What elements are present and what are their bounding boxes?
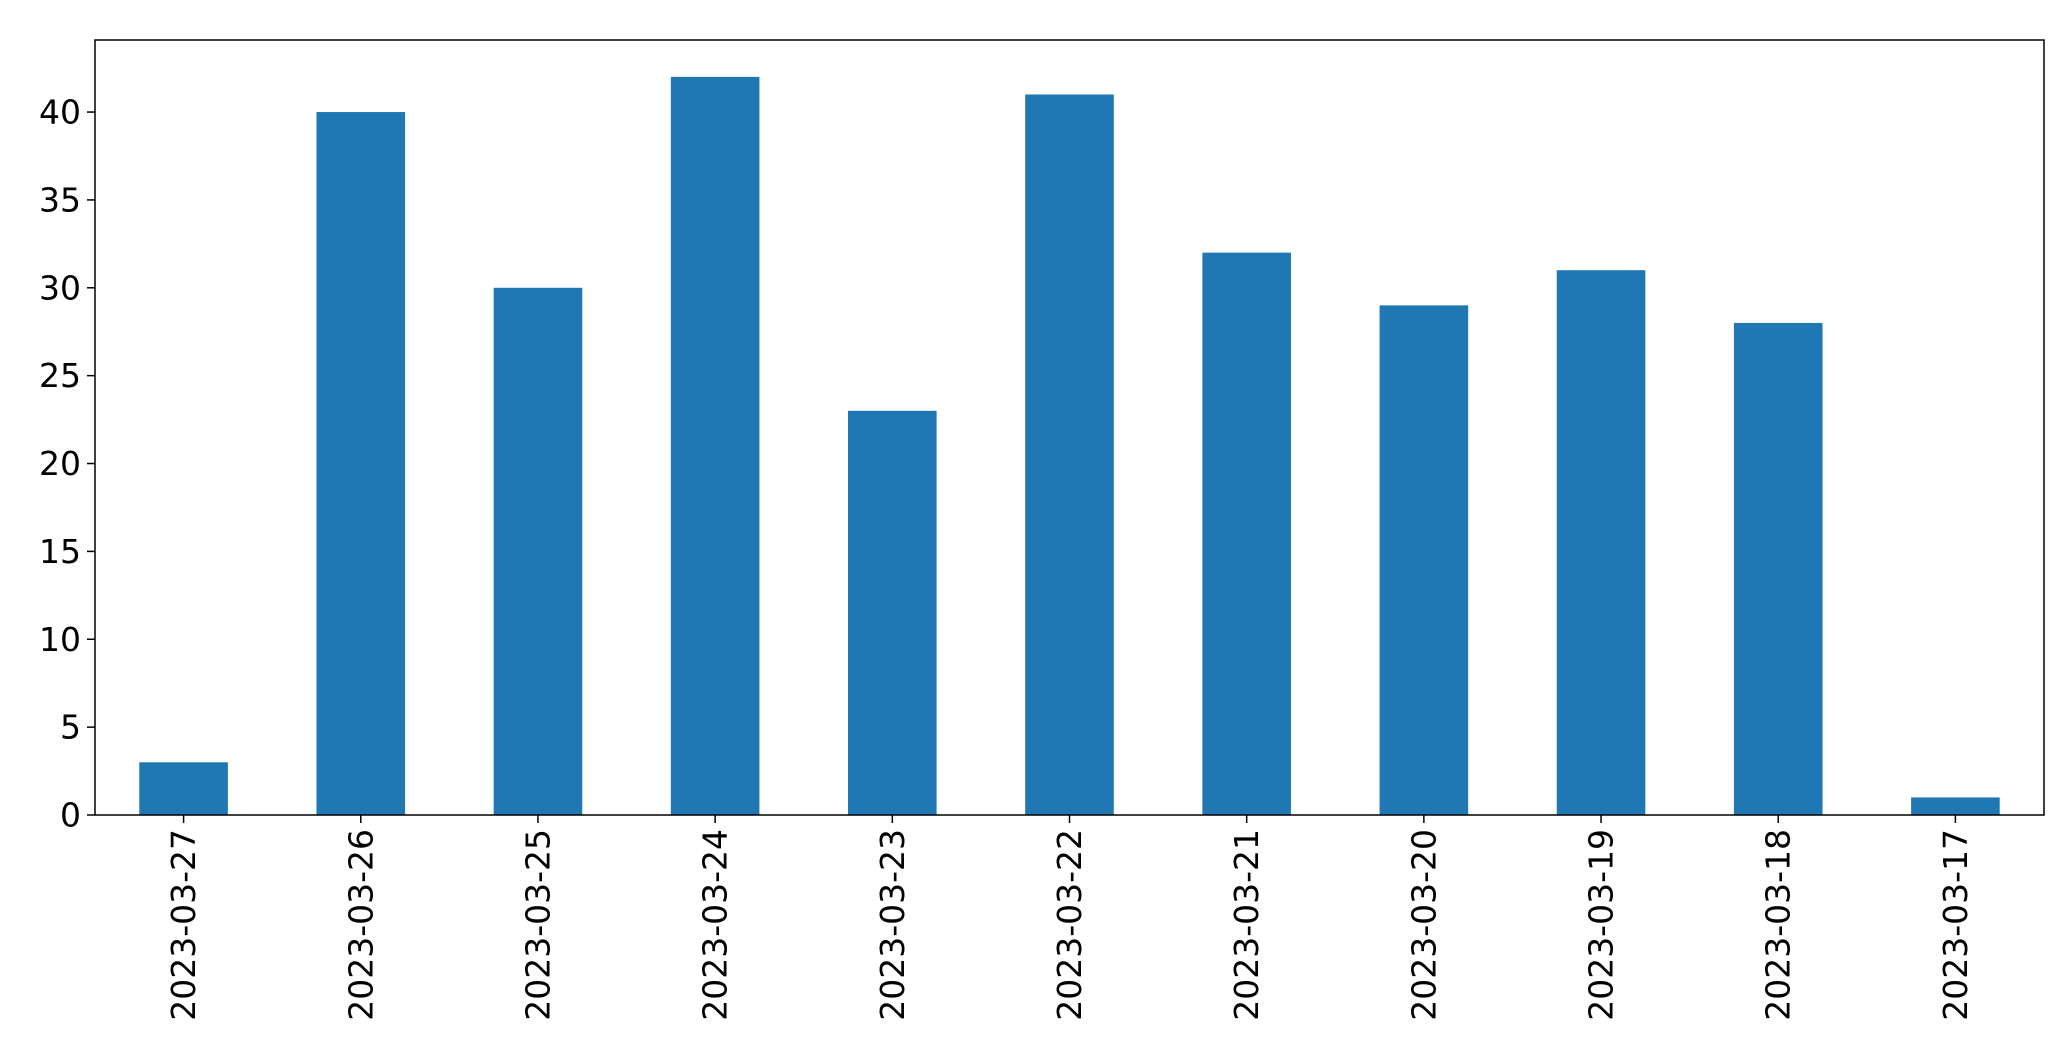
bar-2023-03-22: [1025, 94, 1114, 815]
x-axis-ticks: 2023-03-27 2023-03-26 2023-03-25 2023-03-24…: [164, 815, 1975, 1021]
bar-2023-03-17: [1911, 797, 2000, 815]
bar-2023-03-18: [1733, 322, 1823, 815]
y-tick-label: 20: [39, 444, 81, 483]
bar-2023-03-21: [1202, 252, 1291, 815]
bar-2023-03-20: [1379, 305, 1469, 815]
plot-frame: [94, 39, 2045, 816]
x-tick-label: 2023-03-21: [1227, 829, 1266, 1021]
x-tick-label: 2023-03-18: [1759, 829, 1798, 1021]
x-tick-label: 2023-03-17: [1936, 829, 1975, 1021]
x-tick-label: 2023-03-24: [696, 829, 735, 1021]
y-tick-label: 35: [39, 180, 81, 219]
y-tick-label: 5: [60, 708, 81, 747]
y-tick-label: 15: [39, 532, 81, 571]
y-tick-label: 40: [39, 93, 81, 132]
bars-group: [139, 76, 2000, 816]
y-axis-ticks: 0 5 10 15 20 25 30 35 40: [39, 93, 95, 835]
x-tick-label: 2023-03-27: [164, 829, 203, 1021]
y-tick-label: 10: [39, 620, 81, 659]
bar-2023-03-24: [670, 76, 760, 815]
y-tick-label: 0: [60, 796, 81, 835]
x-tick-label: 2023-03-23: [873, 829, 912, 1021]
x-tick-label: 2023-03-19: [1582, 829, 1621, 1021]
bar-2023-03-26: [316, 112, 406, 816]
y-tick-label: 30: [39, 268, 81, 307]
x-tick-label: 2023-03-20: [1404, 829, 1443, 1021]
bar-2023-03-23: [848, 410, 937, 815]
x-tick-label: 2023-03-26: [341, 829, 380, 1021]
bar-2023-03-19: [1556, 270, 1646, 815]
x-tick-label: 2023-03-22: [1050, 829, 1089, 1021]
bar-2023-03-27: [139, 762, 228, 815]
x-tick-label: 2023-03-25: [518, 829, 557, 1021]
y-tick-label: 25: [39, 356, 81, 395]
bar-2023-03-25: [493, 287, 583, 815]
